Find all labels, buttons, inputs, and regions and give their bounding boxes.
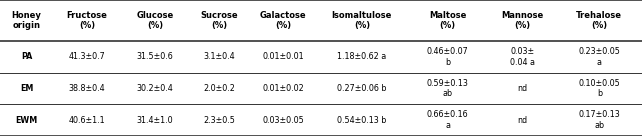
Text: 0.01±0.01: 0.01±0.01: [263, 52, 304, 61]
Text: 0.46±0.07
b: 0.46±0.07 b: [427, 47, 469, 67]
Text: 1.18±0.62 a: 1.18±0.62 a: [337, 52, 386, 61]
Text: 3.1±0.4: 3.1±0.4: [204, 52, 235, 61]
Text: nd: nd: [517, 116, 528, 125]
Text: 31.5±0.6: 31.5±0.6: [137, 52, 173, 61]
Text: Isomaltulose
(%): Isomaltulose (%): [332, 11, 392, 30]
Text: 0.59±0.13
ab: 0.59±0.13 ab: [427, 79, 469, 98]
Text: nd: nd: [517, 84, 528, 93]
Text: 41.3±0.7: 41.3±0.7: [69, 52, 105, 61]
Text: 40.6±1.1: 40.6±1.1: [69, 116, 105, 125]
Text: 0.54±0.13 b: 0.54±0.13 b: [337, 116, 386, 125]
Text: EM: EM: [20, 84, 33, 93]
Text: Honey
origin: Honey origin: [12, 11, 42, 30]
Text: 0.23±0.05
a: 0.23±0.05 a: [578, 47, 620, 67]
Text: 0.27±0.06 b: 0.27±0.06 b: [337, 84, 386, 93]
Text: PA: PA: [21, 52, 32, 61]
Text: 0.03±
0.04 a: 0.03± 0.04 a: [510, 47, 535, 67]
Text: 2.3±0.5: 2.3±0.5: [204, 116, 235, 125]
Text: 0.66±0.16
a: 0.66±0.16 a: [427, 110, 469, 130]
Text: Sucrose
(%): Sucrose (%): [200, 11, 238, 30]
Text: Trehalose
(%): Trehalose (%): [577, 11, 622, 30]
Text: 0.01±0.02: 0.01±0.02: [263, 84, 304, 93]
Text: Glucose
(%): Glucose (%): [136, 11, 173, 30]
Text: 31.4±1.0: 31.4±1.0: [137, 116, 173, 125]
Text: Fructose
(%): Fructose (%): [67, 11, 108, 30]
Text: 2.0±0.2: 2.0±0.2: [204, 84, 235, 93]
Text: 30.2±0.4: 30.2±0.4: [137, 84, 173, 93]
Text: Mannose
(%): Mannose (%): [501, 11, 544, 30]
Text: 38.8±0.4: 38.8±0.4: [69, 84, 105, 93]
Text: 0.17±0.13
ab: 0.17±0.13 ab: [578, 110, 620, 130]
Text: EWM: EWM: [15, 116, 38, 125]
Text: 0.10±0.05
b: 0.10±0.05 b: [578, 79, 620, 98]
Text: 0.03±0.05: 0.03±0.05: [263, 116, 304, 125]
Text: Maltose
(%): Maltose (%): [429, 11, 466, 30]
Text: Galactose
(%): Galactose (%): [260, 11, 307, 30]
